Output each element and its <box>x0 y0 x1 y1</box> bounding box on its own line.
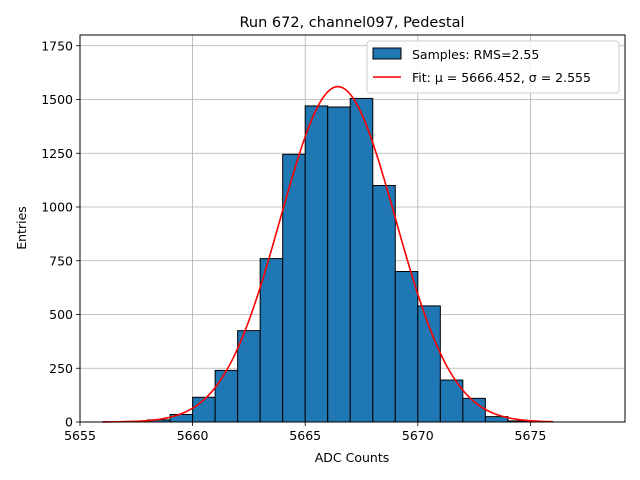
histogram-bar <box>237 330 261 423</box>
histogram-bar <box>282 153 306 423</box>
plot-frame <box>79 34 626 423</box>
x-tick-label: 5675 <box>515 428 547 443</box>
x-tick-label: 5655 <box>64 428 96 443</box>
histogram-bar <box>214 369 239 423</box>
y-tick-label: 1000 <box>41 200 73 215</box>
y-tick-label: 500 <box>49 307 73 322</box>
histogram-bar <box>417 305 441 423</box>
legend-label-fit: Fit: μ = 5666.452, σ = 2.555 <box>412 70 591 85</box>
histogram-bar <box>372 185 396 423</box>
x-axis-label: ADC Counts <box>315 450 390 465</box>
legend-swatch-bars <box>372 47 402 60</box>
y-axis-label: Entries <box>14 206 29 250</box>
histogram-bar <box>394 271 419 423</box>
histogram-bar <box>349 97 374 423</box>
histogram-bar <box>192 396 216 423</box>
legend: Samples: RMS=2.55 Fit: μ = 5666.452, σ =… <box>366 40 620 94</box>
x-tick-label: 5665 <box>289 428 321 443</box>
fit-curve <box>102 85 553 423</box>
y-tick-label: 750 <box>49 253 73 268</box>
chart-title: Run 672, channel097, Pedestal <box>239 15 464 31</box>
y-tick-label: 0 <box>65 415 73 430</box>
y-tick-label: 1500 <box>41 92 73 107</box>
x-tick-label: 5660 <box>177 428 209 443</box>
histogram-bar <box>259 258 284 423</box>
histogram-bar <box>327 106 351 423</box>
histogram-bar <box>304 105 329 423</box>
legend-box <box>366 40 620 94</box>
y-axis-ticks: 0 250 500 750 1000 1250 1500 1750 <box>41 38 80 430</box>
x-tick-label: 5670 <box>402 428 434 443</box>
legend-label-samples: Samples: RMS=2.55 <box>412 47 539 62</box>
x-axis-ticks: 5655 5660 5665 5670 5675 <box>64 422 546 443</box>
histogram-bars <box>102 97 554 423</box>
y-tick-label: 250 <box>49 361 73 376</box>
y-tick-label: 1250 <box>41 146 73 161</box>
y-tick-label: 1750 <box>41 38 73 53</box>
